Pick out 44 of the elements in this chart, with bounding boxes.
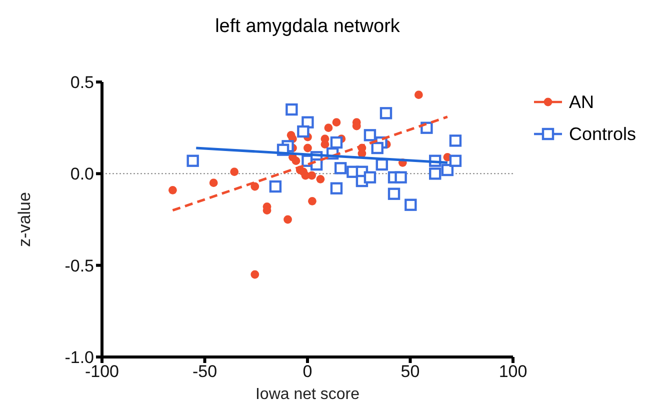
x-tick-label: 0 bbox=[302, 362, 312, 382]
point bbox=[316, 174, 325, 184]
y-axis-title: z-value bbox=[15, 192, 34, 247]
y-tick-label: 0.5 bbox=[70, 73, 94, 92]
legend-label: AN bbox=[569, 92, 594, 112]
point bbox=[371, 142, 384, 154]
point bbox=[388, 188, 400, 200]
point bbox=[250, 182, 260, 191]
point bbox=[209, 178, 218, 188]
x-tick-label: 50 bbox=[400, 362, 420, 382]
point bbox=[364, 129, 376, 142]
point bbox=[334, 162, 347, 174]
point bbox=[429, 168, 442, 180]
point bbox=[304, 144, 312, 152]
x-tick-label: 100 bbox=[498, 362, 528, 382]
point bbox=[414, 90, 423, 100]
point bbox=[364, 171, 376, 184]
point bbox=[404, 198, 417, 211]
point bbox=[394, 171, 407, 184]
point bbox=[292, 156, 300, 166]
point bbox=[286, 103, 298, 116]
point bbox=[186, 154, 199, 167]
point bbox=[330, 136, 343, 149]
point bbox=[168, 186, 177, 194]
point bbox=[308, 196, 316, 206]
point bbox=[449, 134, 462, 147]
point bbox=[269, 180, 282, 193]
point bbox=[324, 124, 333, 132]
x-axis-title: Iowa net score bbox=[254, 386, 361, 404]
y-tick-label: -0.5 bbox=[64, 256, 94, 276]
point bbox=[332, 118, 341, 127]
legend-label: Controls bbox=[569, 124, 636, 144]
chart-title: left amygdala network bbox=[214, 16, 401, 38]
x-tick-label: -50 bbox=[192, 362, 218, 382]
y-tick-label: 0.0 bbox=[70, 164, 94, 184]
point bbox=[380, 107, 392, 120]
point bbox=[449, 154, 462, 167]
point bbox=[441, 164, 454, 176]
point bbox=[297, 125, 310, 138]
point bbox=[330, 182, 343, 194]
point bbox=[308, 171, 316, 180]
point bbox=[250, 270, 260, 279]
point bbox=[284, 215, 292, 224]
point bbox=[230, 168, 239, 176]
